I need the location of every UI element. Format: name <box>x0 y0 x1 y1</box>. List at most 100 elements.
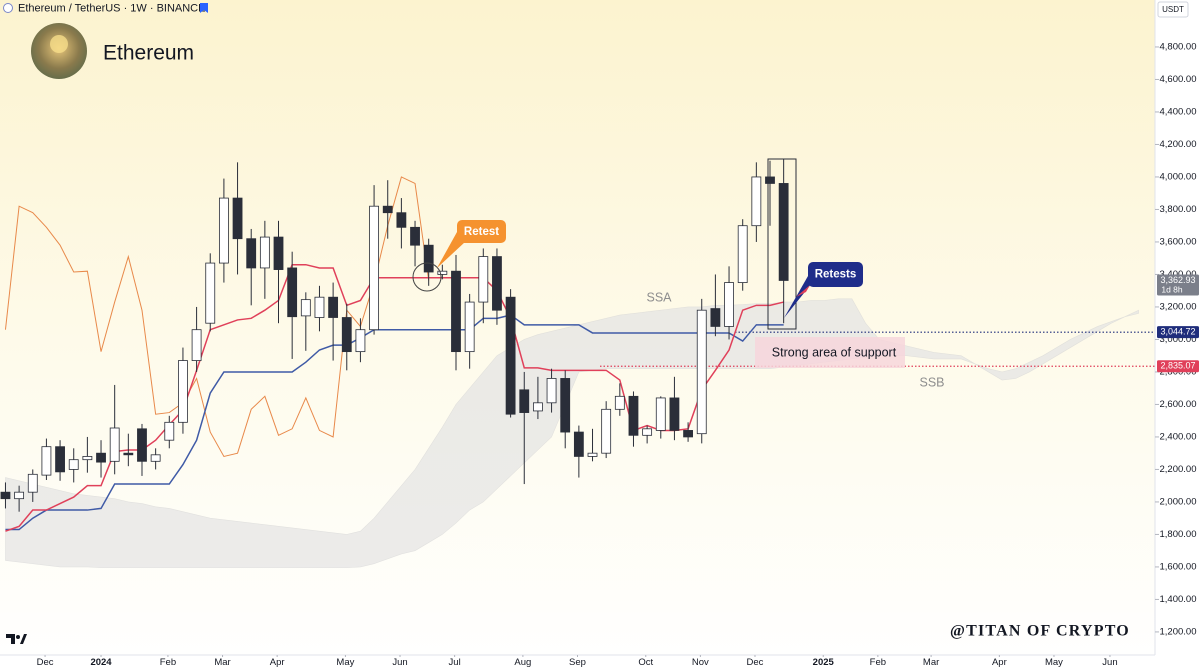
x-tick-label: Jun <box>392 657 407 668</box>
tv-logo <box>6 634 27 644</box>
candle-body <box>519 389 530 413</box>
x-tick-label: Oct <box>638 657 653 668</box>
indicator-line <box>5 314 784 531</box>
candle-body <box>683 430 693 438</box>
y-tick-label: 3,000.00 <box>1160 334 1197 345</box>
candle-body <box>355 329 366 353</box>
y-tick-label: 4,800.00 <box>1160 41 1197 52</box>
candle-body <box>137 428 147 462</box>
y-tick-label: 2,600.00 <box>1160 399 1197 410</box>
y-tick-label: 3,600.00 <box>1160 236 1197 247</box>
candle-body <box>150 454 161 462</box>
y-tick-label: 2,400.00 <box>1160 431 1197 442</box>
candle-body <box>655 397 666 431</box>
candle-body <box>778 183 789 281</box>
candle-body <box>123 452 134 456</box>
x-tick-label: Feb <box>160 657 176 668</box>
x-tick-label: Mar <box>214 657 230 668</box>
candle-body <box>669 397 680 431</box>
x-tick-label: Aug <box>514 657 531 668</box>
x-tick-label: Feb <box>870 657 886 668</box>
countdown: 1d 8h <box>1161 285 1183 295</box>
candle-body <box>382 205 393 214</box>
candle-body <box>505 296 516 415</box>
candle-body <box>205 262 216 324</box>
price-tag <box>1157 326 1199 339</box>
y-tick-label: 4,000.00 <box>1160 171 1197 182</box>
x-tick-label: Apr <box>992 657 1007 668</box>
candle-body <box>437 270 448 275</box>
candle-body <box>191 329 202 361</box>
channel-name: Ethereum <box>103 42 194 65</box>
y-tick-label: 4,400.00 <box>1160 106 1197 117</box>
candle-body <box>55 446 65 473</box>
candle-body <box>218 197 229 264</box>
candle-body <box>410 226 420 246</box>
y-tick-label: 1,600.00 <box>1160 561 1197 572</box>
ichimoku-cloud <box>5 298 1139 569</box>
time-axis <box>0 655 1155 670</box>
candle-body <box>478 256 489 303</box>
candle-body <box>614 395 625 410</box>
plot-area <box>0 159 1155 569</box>
x-tick-label: Jun <box>1102 657 1117 668</box>
candle-body <box>0 491 11 500</box>
price-tag <box>1157 274 1199 296</box>
candle-body <box>27 473 38 493</box>
candle-body <box>68 459 79 470</box>
x-tick-label: May <box>1045 657 1063 668</box>
candle-body <box>642 428 653 436</box>
x-tick-label: Jul <box>449 657 461 668</box>
candle-body <box>246 238 257 269</box>
y-tick-label: 3,400.00 <box>1160 269 1197 280</box>
price-tag <box>1157 360 1199 373</box>
candle-body <box>300 299 311 317</box>
avatar-face <box>50 35 68 53</box>
price-tag-label: 3,044.72 <box>1160 327 1195 337</box>
y-tick-label: 2,000.00 <box>1160 496 1197 507</box>
candle-body <box>164 421 175 441</box>
candle-body <box>533 402 543 412</box>
candle-body <box>423 244 434 273</box>
candle-body <box>765 176 775 184</box>
y-tick-label: 3,800.00 <box>1160 204 1197 215</box>
candle-body <box>109 427 120 462</box>
candle-body <box>451 270 461 353</box>
candle-body <box>259 236 270 269</box>
x-tick-label: Dec <box>37 657 54 668</box>
y-tick-label: 3,200.00 <box>1160 301 1197 312</box>
candle-body <box>178 360 188 423</box>
x-tick-label: 2025 <box>813 657 835 668</box>
currency: USDT <box>1162 5 1184 14</box>
candle-body <box>601 408 612 454</box>
candle-body <box>751 176 762 227</box>
flag-icon <box>200 3 208 13</box>
candle-body <box>546 378 557 404</box>
candle-body <box>273 236 284 270</box>
candle-body <box>492 256 502 311</box>
symbol-title: Ethereum / TetherUS · 1W · BINANCE <box>18 2 205 14</box>
candle-body <box>696 309 707 435</box>
x-tick-label: Nov <box>692 657 709 668</box>
candle-body <box>396 212 407 228</box>
y-tick-label: 1,400.00 <box>1160 594 1197 605</box>
indicator-line <box>5 263 784 532</box>
x-tick-label: Apr <box>270 657 285 668</box>
indicator-line <box>4 176 430 458</box>
y-tick-label: 4,600.00 <box>1160 74 1197 85</box>
currency-box[interactable] <box>1157 1 1189 18</box>
candle-body <box>573 431 584 457</box>
candle-body <box>464 301 475 353</box>
candle-body <box>41 446 52 476</box>
candle-body <box>314 296 325 318</box>
candle-body <box>96 452 106 463</box>
candle-body <box>14 491 25 500</box>
candle-body <box>369 205 379 331</box>
candle-body <box>560 378 571 433</box>
x-tick-label: Mar <box>923 657 939 668</box>
symbol-icon <box>3 3 13 13</box>
y-tick-label: 4,200.00 <box>1160 139 1197 150</box>
y-tick-label: 1,200.00 <box>1160 626 1197 637</box>
